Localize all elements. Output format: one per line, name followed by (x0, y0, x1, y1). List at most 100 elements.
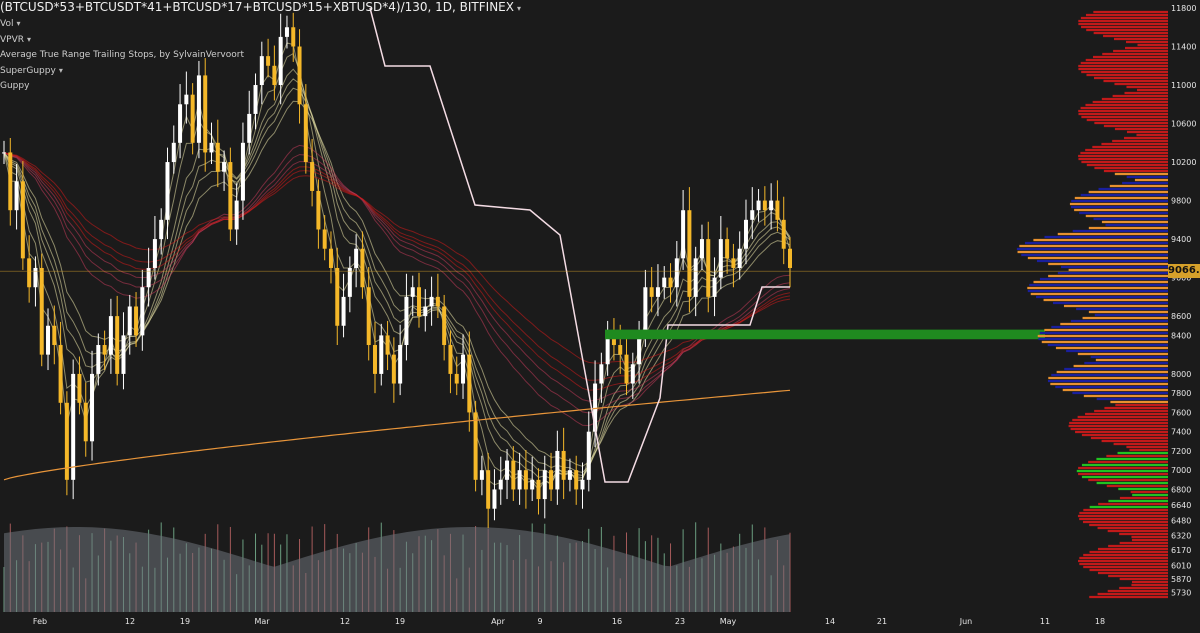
price-axis (1168, 0, 1200, 629)
price-tick-label: 5730 (1171, 588, 1191, 597)
time-tick-label: Jun (959, 617, 973, 626)
candle-body (655, 287, 660, 297)
candle-body (718, 239, 723, 278)
candle-body (354, 248, 359, 268)
time-tick-label: Apr (491, 617, 506, 626)
price-tick-label: 11400 (1171, 43, 1196, 52)
candle-body (750, 210, 755, 220)
candle-body (762, 200, 767, 211)
candle-body (599, 364, 604, 384)
candle-body (555, 450, 560, 490)
price-tick-label: 7200 (1171, 447, 1191, 456)
candle-body (391, 354, 396, 384)
guppy-ema-line (3, 151, 791, 414)
candle-body (712, 277, 717, 297)
candle-body (171, 142, 176, 163)
candle-body (523, 470, 528, 490)
price-tick-label: 6320 (1171, 532, 1191, 541)
candle-body (630, 364, 635, 384)
candle-body (253, 85, 258, 114)
candle-body (549, 470, 554, 490)
candle-body (33, 267, 38, 288)
candle-body (605, 335, 610, 365)
guppy-ema-line (3, 144, 791, 427)
candle-body (492, 489, 497, 509)
time-tick-label: 14 (825, 617, 835, 626)
candle-body (517, 470, 522, 490)
price-tick-label: 6800 (1171, 485, 1191, 494)
trailing-stop-line (369, 7, 790, 483)
candle-body (693, 258, 698, 297)
indicator-superguppy[interactable]: SuperGuppy ▾ (0, 66, 63, 76)
time-tick-label: 19 (395, 617, 405, 626)
candle-body (90, 373, 95, 442)
candle-body (737, 248, 742, 268)
candle-body (2, 152, 6, 154)
candle-body (461, 354, 466, 384)
time-tick-label: 12 (340, 617, 350, 626)
candle-body (479, 470, 484, 480)
candle-body (46, 325, 51, 355)
guppy-ema-line (3, 151, 791, 391)
price-tick-label: 6170 (1171, 546, 1191, 555)
candle-body (234, 200, 239, 230)
candle-body (473, 412, 478, 480)
price-tick-label: 6010 (1171, 562, 1191, 571)
indicator-volume[interactable]: Vol ▾ (0, 19, 21, 29)
candle-body (530, 479, 535, 490)
candle-body (203, 75, 208, 153)
candle-body (442, 306, 447, 346)
price-tick-label: 6480 (1171, 516, 1191, 525)
candle-body (278, 36, 283, 86)
time-tick-label: Mar (254, 617, 270, 626)
indicator-vpvr[interactable]: VPVR ▾ (0, 35, 32, 45)
price-tick-label: 6640 (1171, 501, 1191, 510)
candle-body (184, 94, 189, 105)
last-price-tag: 9066.6 (1168, 264, 1200, 279)
candle-body (27, 258, 32, 288)
guppy-ema-line (3, 151, 791, 402)
candle-body (328, 248, 333, 268)
candle-body (322, 229, 327, 249)
candle-body (272, 65, 277, 86)
candle-body (731, 258, 736, 268)
candle-body (335, 267, 340, 326)
price-tick-label: 10200 (1171, 158, 1196, 167)
candle-body (303, 104, 308, 163)
candle-body (706, 239, 711, 297)
candle-body (404, 296, 409, 346)
candle-body (743, 219, 748, 249)
candle-body (341, 296, 346, 326)
price-tick-label: 11800 (1171, 4, 1196, 13)
symbol-title[interactable]: (BTCUSD*53+BTCUSDT*41+BTCUSD*17+BTCUSD*1… (0, 0, 521, 14)
candle-body (190, 94, 195, 143)
time-tick-label: 9 (537, 617, 542, 626)
candle-body (756, 200, 761, 211)
candle-body (423, 306, 428, 317)
time-tick-label: 12 (125, 617, 135, 626)
candle-body (360, 248, 365, 288)
time-tick-label: 21 (877, 617, 887, 626)
candle-body (196, 75, 201, 143)
price-tick-label: 11000 (1171, 81, 1196, 90)
candle-body (102, 345, 107, 355)
candle-body (259, 56, 264, 86)
candle-body (788, 248, 792, 268)
candle-body (674, 258, 679, 288)
volume-ma-area (4, 527, 790, 612)
candle-body (649, 287, 654, 297)
indicator-atr[interactable]: Average True Range Trailing Stops, by Sy… (0, 50, 244, 60)
candle-body (297, 46, 302, 105)
candle-body (398, 345, 403, 384)
indicator-guppy[interactable]: Guppy (0, 81, 30, 91)
candle-body (316, 190, 321, 230)
time-tick-label: 19 (180, 617, 190, 626)
support-zone (605, 329, 1045, 340)
time-tick-label: 18 (1095, 617, 1105, 626)
candle-body (467, 354, 472, 413)
price-tick-label: 10600 (1171, 120, 1196, 129)
price-tick-label: 5870 (1171, 575, 1191, 584)
candle-body (511, 460, 516, 490)
